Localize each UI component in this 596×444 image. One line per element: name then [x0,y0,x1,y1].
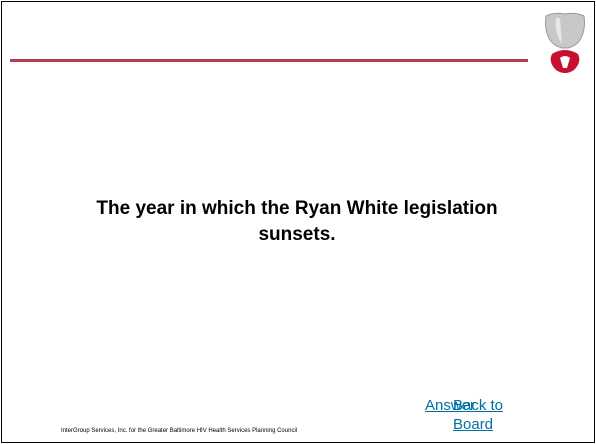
footer: InterGroup Services, Inc. for the Greate… [61,428,298,434]
logo [545,12,585,73]
question: The year in which the Ryan White legisla… [96,198,498,245]
answer-link[interactable]: Answer [425,397,476,414]
back-link[interactable]: Back to Board [453,397,504,433]
header-rule [10,59,528,62]
